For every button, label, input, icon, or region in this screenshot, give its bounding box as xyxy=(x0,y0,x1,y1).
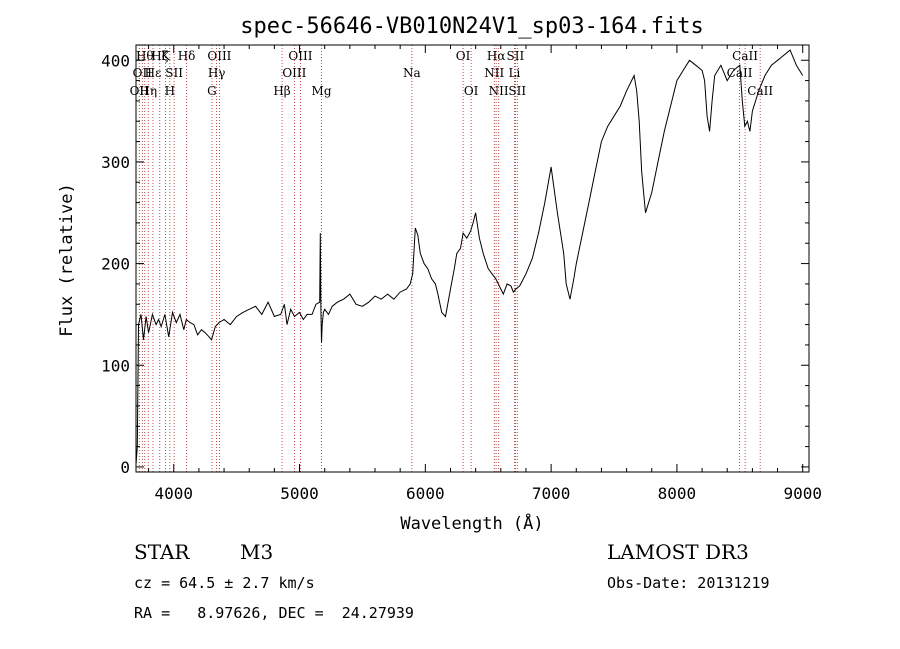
redshift-velocity: cz = 64.5 ± 2.7 km/s xyxy=(134,574,315,592)
object-class: STAR xyxy=(134,540,190,564)
spectral-line-label: Li xyxy=(508,66,520,80)
y-axis-label: Flux (relative) xyxy=(57,183,77,337)
spectral-line-label: Hη xyxy=(139,84,157,98)
y-axis-ticks: 0 100 200 300 400 xyxy=(101,51,809,477)
spectral-line-label: OII xyxy=(130,84,150,98)
spectral-line-label: CaII xyxy=(727,66,753,80)
x-tick-label: 6000 xyxy=(406,484,445,503)
spectral-line-label: H xyxy=(165,84,175,98)
spectral-line-label: Hθ xyxy=(136,49,154,63)
object-subclass: M3 xyxy=(240,540,274,564)
spectral-line-label: CaII xyxy=(732,49,758,63)
spectral-line-label: Mg xyxy=(312,84,332,98)
spectral-line-label: OIII xyxy=(288,49,312,63)
x-tick-label: 9000 xyxy=(783,484,822,503)
x-tick-label: 5000 xyxy=(280,484,319,503)
spectral-line-label: SII xyxy=(507,49,525,63)
spectral-line-label: Hγ xyxy=(208,66,226,80)
emission-line-markers xyxy=(138,45,761,472)
x-tick-label: 7000 xyxy=(532,484,571,503)
spectral-line-label: NII xyxy=(484,66,504,80)
spectral-line-label: SII xyxy=(508,84,526,98)
spectral-line-label: OIII xyxy=(282,66,306,80)
y-tick-label: 400 xyxy=(101,51,130,70)
spectral-line-label: Hδ xyxy=(178,49,196,63)
x-axis-ticks: 4000 5000 6000 7000 8000 9000 xyxy=(148,45,822,503)
spectral-line-label: G xyxy=(207,84,217,98)
x-axis-label: Wavelength (Å) xyxy=(400,512,543,534)
y-tick-label: 200 xyxy=(101,255,130,274)
spectral-line-label: CaII xyxy=(747,84,773,98)
plot-frame xyxy=(135,44,810,473)
spectral-line-label: Hβ xyxy=(273,84,290,98)
spectral-line-label: Hα xyxy=(487,49,506,63)
survey-name: LAMOST DR3 xyxy=(607,540,749,564)
emission-line-labels: OII OII Hθ Hη Hε HζK H SII Hδ G Hγ OIII Hβ OIII OIII Mg… xyxy=(130,49,774,98)
spectral-line-label: OI xyxy=(464,84,479,98)
spectral-line-label: OIII xyxy=(207,49,231,63)
spectral-line-label: SII xyxy=(165,66,183,80)
observation-date: Obs-Date: 20131219 xyxy=(607,574,770,592)
sky-coordinates: RA = 8.97626, DEC = 24.27939 xyxy=(134,604,414,622)
flux-series-line xyxy=(135,49,804,465)
spectral-line-label: K xyxy=(161,49,171,63)
x-tick-label: 4000 xyxy=(154,484,193,503)
spectral-line-label: Hζ xyxy=(151,49,168,63)
spectral-line-label: Na xyxy=(403,66,421,80)
spectral-line-label: NII xyxy=(489,84,509,98)
spectral-line-label: Hε xyxy=(145,66,162,80)
spectral-line-label: OII xyxy=(133,66,153,80)
x-tick-label: 8000 xyxy=(658,484,697,503)
y-tick-label: 300 xyxy=(101,153,130,172)
chart-title: spec-56646-VB010N24V1_sp03-164.fits xyxy=(240,14,704,39)
y-tick-label: 0 xyxy=(120,458,130,477)
y-tick-label: 100 xyxy=(101,356,130,375)
spectral-line-label: OI xyxy=(456,49,471,63)
